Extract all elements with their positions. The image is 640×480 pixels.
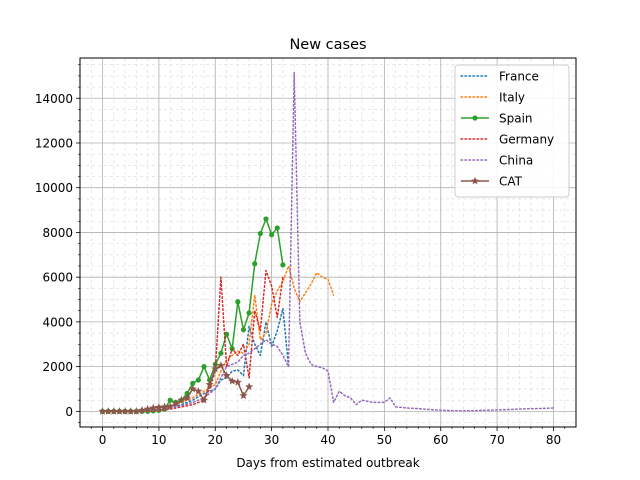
data-point-cat bbox=[171, 399, 180, 407]
plot-area bbox=[98, 71, 555, 415]
legend: France Italy Spain Germany China CAT bbox=[454, 64, 570, 198]
legend-item-china: China bbox=[460, 154, 533, 168]
data-point-cat bbox=[149, 403, 158, 412]
data-point-cat bbox=[239, 391, 248, 400]
data-point-cat bbox=[177, 395, 186, 404]
series-line-italy bbox=[101, 265, 335, 413]
data-point-cat bbox=[233, 378, 242, 386]
legend-label: CAT bbox=[499, 175, 523, 189]
data-point-spain bbox=[190, 380, 196, 386]
data-point-cat bbox=[160, 402, 169, 411]
y-tick-label: 12000 bbox=[35, 136, 73, 150]
data-point-cat bbox=[132, 407, 141, 415]
data-point-cat bbox=[222, 371, 231, 379]
y-tick-label: 14000 bbox=[35, 92, 73, 106]
x-tick-label: 70 bbox=[489, 433, 504, 447]
series-line-china bbox=[101, 71, 555, 413]
data-point-cat bbox=[115, 407, 124, 415]
series-cat bbox=[98, 361, 254, 415]
data-point-spain bbox=[218, 350, 224, 356]
chart-title: New cases bbox=[289, 37, 366, 53]
x-tick-label: 60 bbox=[433, 433, 448, 447]
data-point-cat bbox=[200, 395, 208, 404]
data-point-cat bbox=[216, 361, 225, 369]
data-point-spain bbox=[235, 299, 241, 305]
data-point-spain bbox=[274, 225, 280, 231]
y-tick-label: 8000 bbox=[42, 226, 73, 240]
x-tick-label: 40 bbox=[320, 433, 335, 447]
x-axis: 0 10 20 30 40 50 60 70 80 bbox=[90, 427, 566, 447]
y-axis: 0 2000 4000 6000 8000 10000 12000 14000 bbox=[35, 64, 80, 423]
x-tick-label: 30 bbox=[264, 433, 279, 447]
data-point-cat bbox=[154, 403, 163, 411]
data-point-spain bbox=[280, 262, 286, 268]
x-tick-label: 80 bbox=[546, 433, 561, 447]
legend-item-france: France bbox=[460, 70, 539, 84]
data-point-cat bbox=[109, 407, 118, 415]
data-point-cat bbox=[194, 387, 203, 395]
data-point-spain bbox=[269, 232, 275, 238]
x-tick-label: 10 bbox=[151, 433, 166, 447]
data-point-spain bbox=[263, 216, 269, 222]
data-point-spain bbox=[240, 327, 247, 333]
y-tick-label: 2000 bbox=[42, 360, 73, 374]
legend-item-germany: Germany bbox=[460, 133, 554, 147]
data-point-spain bbox=[246, 310, 252, 316]
legend-box bbox=[454, 64, 570, 198]
data-point-cat bbox=[98, 407, 107, 415]
data-point-cat bbox=[245, 382, 254, 391]
series-italy bbox=[101, 265, 335, 413]
data-point-cat bbox=[121, 407, 130, 415]
x-axis-label: Days from estimated outbreak bbox=[236, 456, 419, 470]
series-line-germany bbox=[101, 269, 284, 413]
data-point-spain bbox=[195, 377, 201, 383]
legend-marker bbox=[472, 115, 478, 121]
legend-label: Spain bbox=[499, 112, 533, 126]
y-tick-label: 10000 bbox=[35, 181, 73, 195]
legend-label: Germany bbox=[499, 133, 554, 147]
major-grid bbox=[80, 58, 576, 427]
legend-item-spain: Spain bbox=[461, 112, 533, 126]
legend-label: France bbox=[499, 70, 539, 84]
data-point-cat bbox=[138, 406, 146, 414]
data-point-cat bbox=[211, 364, 220, 373]
series-china bbox=[101, 71, 555, 413]
y-tick-label: 6000 bbox=[42, 271, 73, 285]
data-point-cat bbox=[228, 376, 237, 385]
legend-label: China bbox=[499, 154, 533, 168]
data-point-spain bbox=[257, 230, 263, 237]
data-point-cat bbox=[205, 380, 214, 388]
data-point-cat bbox=[183, 393, 192, 402]
data-point-cat bbox=[104, 407, 113, 415]
data-point-cat bbox=[126, 407, 135, 415]
data-point-spain bbox=[167, 397, 173, 403]
legend-item-cat: CAT bbox=[461, 175, 523, 189]
legend-marker bbox=[471, 176, 479, 185]
y-tick-label: 0 bbox=[65, 405, 73, 419]
data-point-spain bbox=[223, 331, 230, 337]
data-point-cat bbox=[188, 384, 197, 393]
data-point-cat bbox=[143, 404, 152, 413]
data-point-spain bbox=[252, 261, 258, 267]
x-tick-label: 20 bbox=[208, 433, 223, 447]
x-tick-label: 0 bbox=[99, 433, 107, 447]
data-point-spain bbox=[201, 364, 207, 370]
series-germany bbox=[101, 269, 284, 413]
x-tick-label: 50 bbox=[377, 433, 392, 447]
y-tick-label: 4000 bbox=[42, 315, 73, 329]
legend-label: Italy bbox=[499, 91, 525, 105]
data-point-cat bbox=[166, 402, 175, 410]
legend-item-italy: Italy bbox=[460, 91, 525, 105]
